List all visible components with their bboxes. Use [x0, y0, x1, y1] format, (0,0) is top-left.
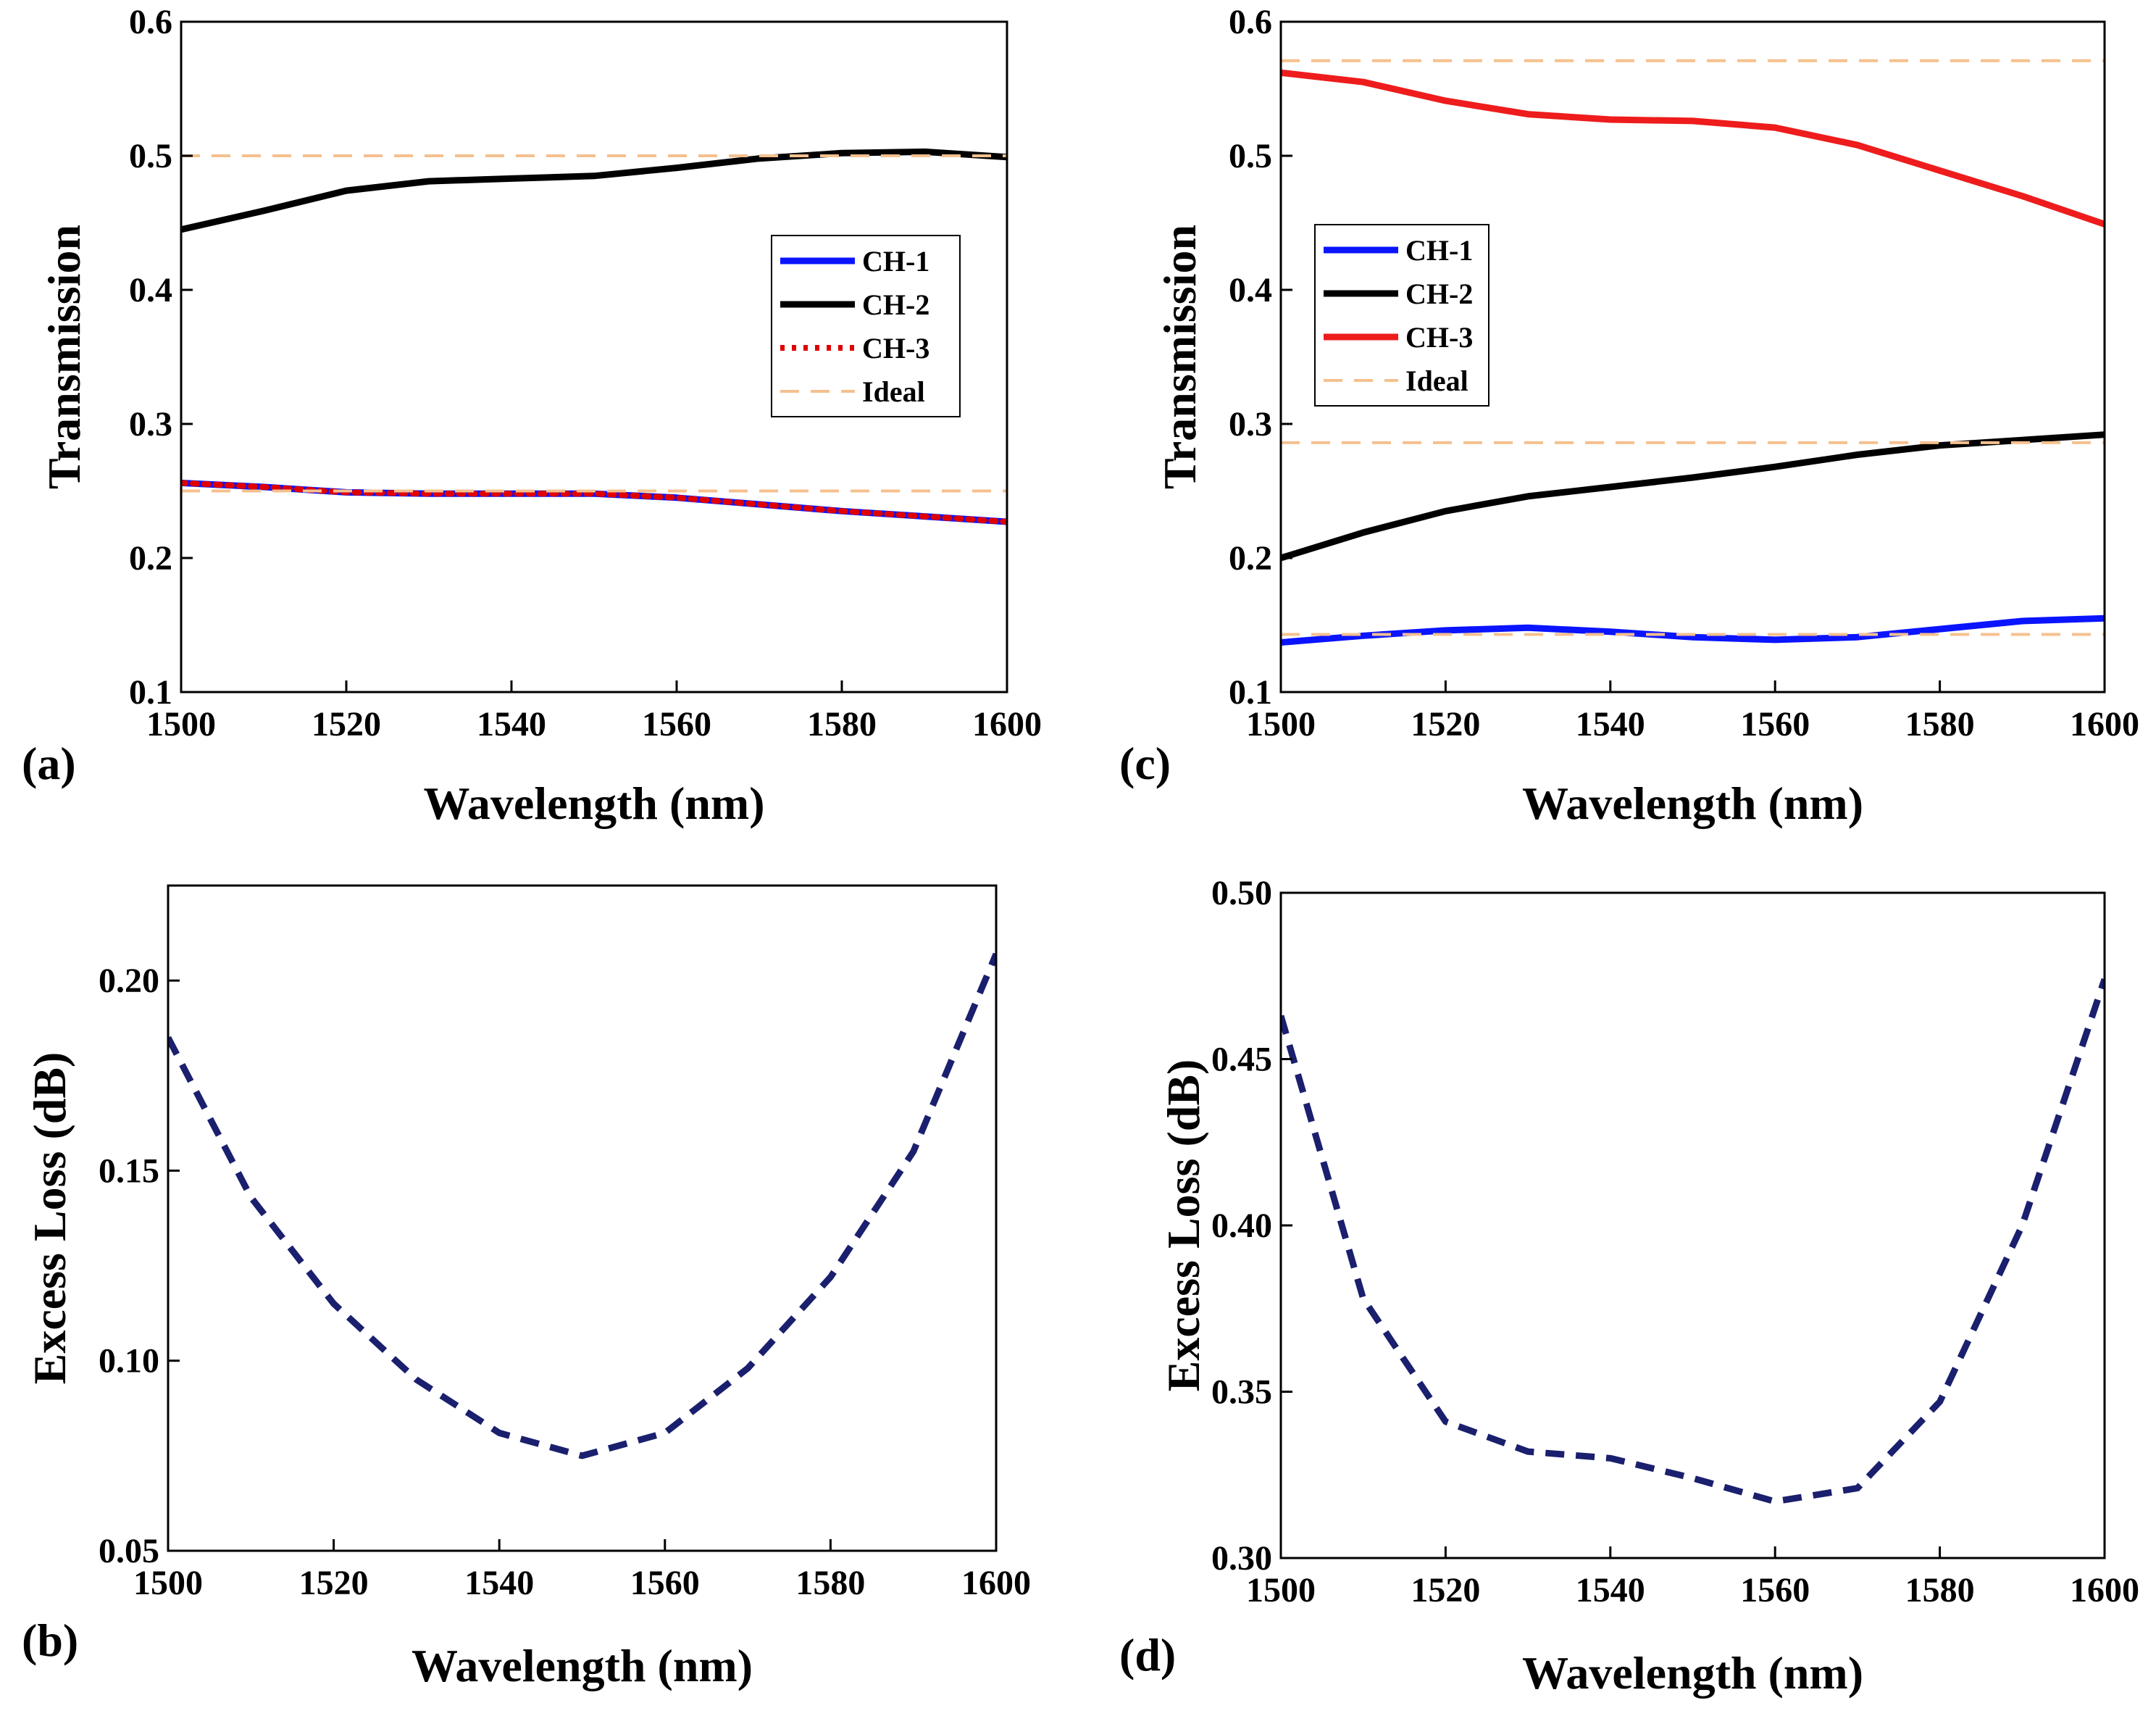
- legend-label: CH-2: [1405, 278, 1473, 310]
- x-axis-label: Wavelength (nm): [1522, 778, 1863, 829]
- chart-panel-b: 1500 1520 1540 1560 1580 1600 0.05 0.10 0.15 0.20…: [22, 884, 1031, 1691]
- legend-label: CH-1: [1405, 234, 1473, 267]
- y-tick-label: 0.40: [1211, 1207, 1272, 1245]
- y-tick-label: 0.4: [1229, 271, 1272, 309]
- legend-label: Ideal: [1405, 365, 1468, 397]
- series-line-excess-loss-0: [168, 952, 996, 1459]
- plot-area: [1281, 978, 2105, 1505]
- x-tick-label: 1540: [1576, 705, 1645, 744]
- series-line-excess-loss-0: [1281, 978, 2105, 1505]
- y-tick-label: 0.45: [1211, 1041, 1272, 1079]
- panel-label: (b): [22, 1615, 78, 1666]
- panel-label: (d): [1119, 1629, 1176, 1680]
- y-tick-label: 0.1: [129, 673, 172, 712]
- chart-panel-a: 1500 1520 1540 1560 1580 1600 0.1 0.2 0.3 0.4 0.5 0…: [22, 3, 1042, 829]
- series-line-ch-2-1: [181, 148, 1007, 233]
- x-axis-label: Wavelength (nm): [423, 778, 764, 829]
- y-tick-label: 0.3: [1229, 405, 1272, 443]
- plot-area: [168, 952, 996, 1459]
- series-line-ch-1-0: [1281, 615, 2105, 646]
- y-axis-label: Transmission: [1154, 225, 1206, 489]
- y-tick-label: 0.2: [129, 539, 172, 578]
- panel-label: (a): [22, 738, 76, 789]
- x-tick-label: 1540: [464, 1564, 534, 1602]
- legend-box: [1314, 224, 1489, 407]
- x-tick-label: 1520: [299, 1564, 369, 1602]
- y-tick-label: 0.5: [129, 137, 172, 175]
- legend-label: CH-3: [862, 332, 929, 365]
- plot-frame: [1279, 891, 2106, 1559]
- x-tick-label: 1560: [1740, 705, 1810, 744]
- plot-area: [1281, 59, 2105, 646]
- x-tick-label: 1500: [133, 1564, 203, 1602]
- y-tick-label: 0.3: [129, 405, 172, 443]
- legend: CH-1 CH-2 CH-3 Ideal: [1314, 224, 1489, 407]
- y-axis-label: Excess Loss (dB): [1158, 1059, 1209, 1392]
- x-tick-label: 1600: [972, 705, 1042, 744]
- x-tick-label: 1500: [146, 705, 216, 744]
- legend: CH-1 CH-2 CH-3 Ideal: [771, 235, 961, 417]
- chart-panel-d: 1500 1520 1540 1560 1580 1600 0.30 0.35 0.40 0.45…: [1119, 874, 2139, 1699]
- x-tick-label: 1540: [477, 705, 546, 744]
- y-tick-label: 0.05: [99, 1532, 159, 1570]
- x-tick-label: 1580: [1905, 705, 1975, 744]
- x-tick-label: 1520: [312, 705, 381, 744]
- y-tick-label: 0.5: [1229, 137, 1272, 175]
- chart-panel-c: 1500 1520 1540 1560 1580 1600 0.1 0.2 0.3 0.4 0.5 0…: [1119, 3, 2139, 829]
- x-axis-label: Wavelength (nm): [1522, 1647, 1863, 1699]
- x-tick-label: 1560: [642, 705, 711, 744]
- legend-label: CH-1: [862, 245, 929, 278]
- x-tick-label: 1580: [1905, 1571, 1975, 1609]
- plot-area: [181, 148, 1007, 525]
- x-tick-label: 1600: [2070, 1571, 2139, 1609]
- x-tick-label: 1560: [1740, 1571, 1810, 1609]
- legend-label: CH-2: [862, 288, 929, 321]
- y-tick-label: 0.6: [1229, 3, 1272, 41]
- y-tick-label: 0.10: [99, 1342, 159, 1380]
- y-tick-label: 0.4: [129, 271, 172, 309]
- x-tick-label: 1580: [807, 705, 877, 744]
- plot-frame: [167, 884, 998, 1552]
- series-line-ch-2-1: [1281, 431, 2105, 562]
- x-tick-label: 1560: [630, 1564, 700, 1602]
- y-tick-label: 0.2: [1229, 539, 1272, 578]
- plot-frame: [1279, 20, 2106, 694]
- legend-box: [771, 235, 961, 417]
- plot-frame: [180, 20, 1008, 694]
- x-tick-label: 1520: [1411, 1571, 1480, 1609]
- x-tick-label: 1600: [2070, 705, 2139, 744]
- series-line-ch-1-0: [181, 479, 1007, 525]
- y-tick-label: 0.30: [1211, 1539, 1272, 1578]
- y-tick-label: 0.6: [129, 3, 172, 41]
- legend-label: Ideal: [862, 375, 925, 408]
- x-axis-label: Wavelength (nm): [411, 1640, 753, 1691]
- x-tick-label: 1520: [1411, 705, 1480, 744]
- y-tick-label: 0.20: [99, 962, 159, 1000]
- x-tick-label: 1580: [795, 1564, 865, 1602]
- y-tick-label: 0.15: [99, 1151, 159, 1190]
- x-tick-label: 1540: [1576, 1571, 1645, 1609]
- x-tick-label: 1500: [1246, 1571, 1316, 1609]
- y-tick-label: 0.50: [1211, 874, 1272, 912]
- series-line-ch-3-2: [1281, 69, 2105, 228]
- panel-label: (c): [1119, 738, 1171, 789]
- y-tick-label: 0.1: [1229, 673, 1272, 712]
- legend-label: CH-3: [1405, 321, 1473, 354]
- x-tick-label: 1500: [1246, 705, 1316, 744]
- x-tick-label: 1600: [961, 1564, 1031, 1602]
- y-axis-label: Excess Loss (dB): [24, 1052, 75, 1385]
- y-tick-label: 0.35: [1211, 1373, 1272, 1412]
- y-axis-label: Transmission: [38, 225, 90, 489]
